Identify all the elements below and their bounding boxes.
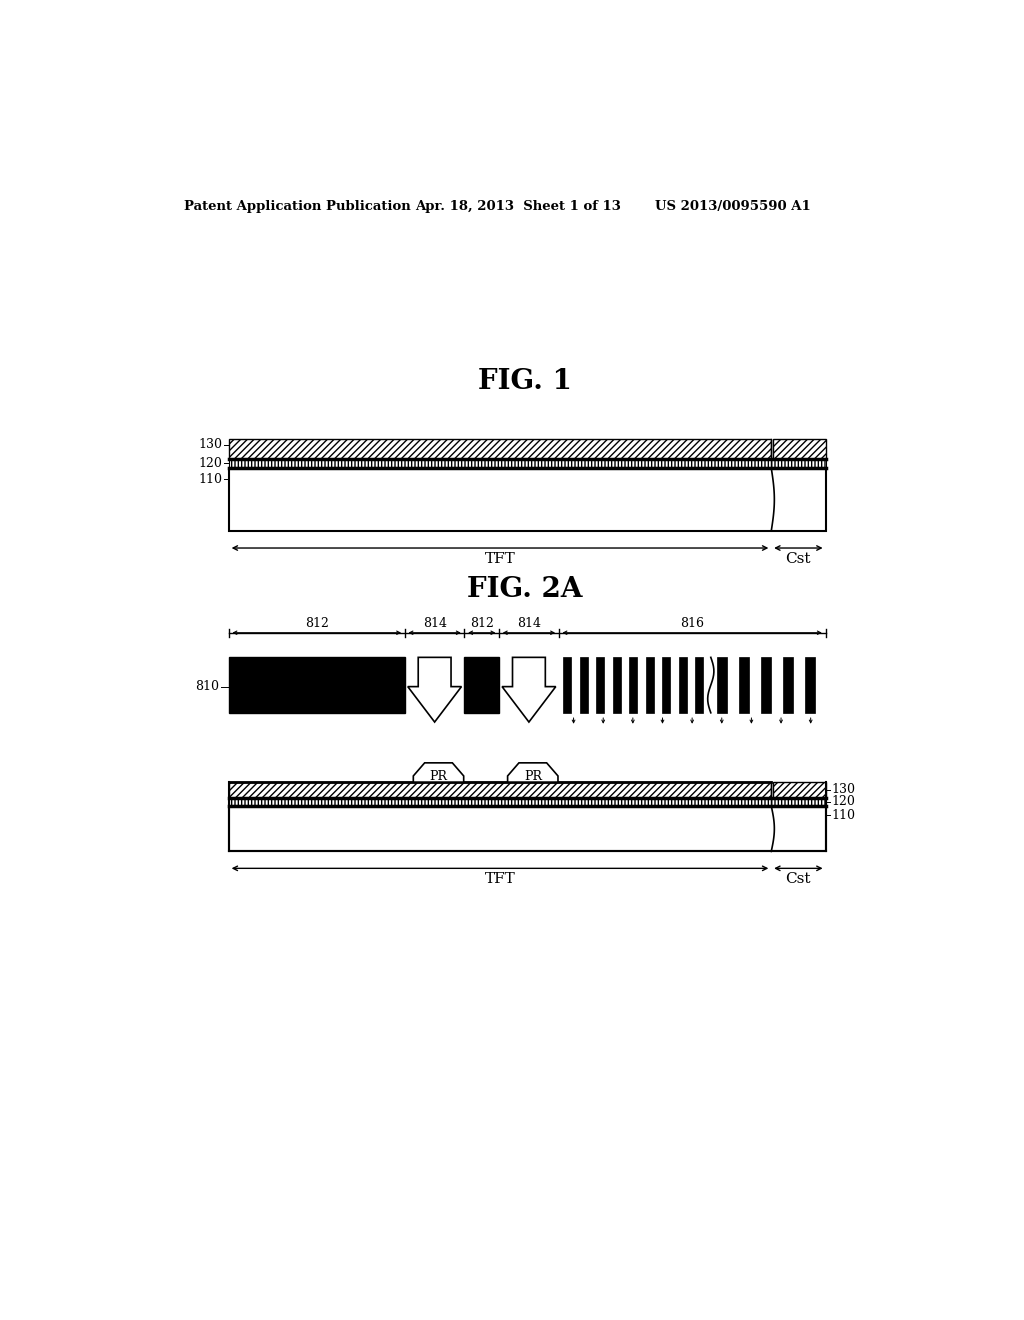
- Text: 110: 110: [831, 809, 856, 822]
- Bar: [782, 657, 794, 713]
- Bar: [612, 657, 621, 713]
- Text: Cst: Cst: [785, 552, 811, 566]
- Bar: [761, 657, 771, 713]
- Bar: [228, 807, 825, 851]
- Text: 810: 810: [196, 680, 219, 693]
- Bar: [228, 657, 404, 713]
- Text: Cst: Cst: [785, 873, 811, 886]
- Text: 130: 130: [831, 783, 856, 796]
- Polygon shape: [414, 763, 464, 781]
- Text: Patent Application Publication: Patent Application Publication: [183, 199, 411, 213]
- Bar: [738, 657, 750, 713]
- Polygon shape: [408, 657, 462, 722]
- Bar: [563, 657, 571, 713]
- Text: 812: 812: [470, 616, 494, 630]
- Text: 120: 120: [831, 795, 856, 808]
- Text: US 2013/0095590 A1: US 2013/0095590 A1: [655, 199, 811, 213]
- Polygon shape: [508, 763, 558, 781]
- Bar: [679, 657, 687, 713]
- Bar: [580, 657, 588, 713]
- Text: 812: 812: [305, 616, 329, 630]
- Text: 814: 814: [423, 616, 446, 630]
- Bar: [228, 459, 825, 469]
- Text: 120: 120: [199, 457, 222, 470]
- Bar: [228, 440, 771, 459]
- Bar: [773, 440, 825, 459]
- Text: TFT: TFT: [484, 873, 515, 886]
- Bar: [663, 657, 670, 713]
- Bar: [228, 797, 825, 807]
- Bar: [805, 657, 815, 713]
- Polygon shape: [502, 657, 556, 722]
- Bar: [773, 781, 825, 797]
- Bar: [596, 657, 604, 713]
- Bar: [646, 657, 653, 713]
- Text: 130: 130: [199, 438, 222, 451]
- Bar: [228, 469, 825, 531]
- Text: PR: PR: [429, 770, 447, 783]
- Text: FIG. 2A: FIG. 2A: [467, 576, 583, 603]
- Text: 814: 814: [517, 616, 541, 630]
- Text: TFT: TFT: [484, 552, 515, 566]
- Bar: [695, 657, 703, 713]
- Bar: [629, 657, 637, 713]
- Text: PR: PR: [524, 770, 542, 783]
- Text: 110: 110: [199, 473, 222, 486]
- Text: 816: 816: [680, 616, 705, 630]
- Bar: [717, 657, 727, 713]
- Text: FIG. 1: FIG. 1: [478, 368, 571, 395]
- Bar: [228, 781, 771, 797]
- Text: Apr. 18, 2013  Sheet 1 of 13: Apr. 18, 2013 Sheet 1 of 13: [415, 199, 621, 213]
- Bar: [465, 657, 499, 713]
